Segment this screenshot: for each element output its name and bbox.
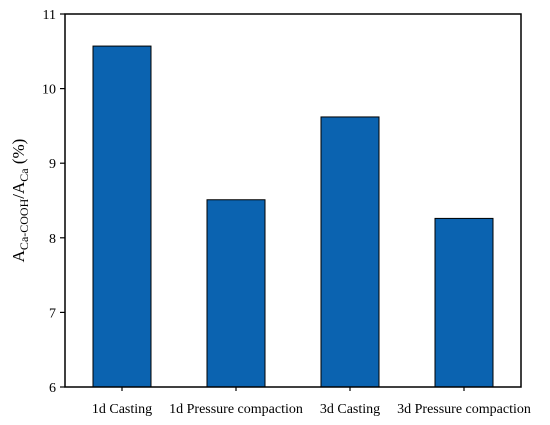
y-axis-title: ACa-COOH/ACa (%) — [9, 139, 31, 263]
y-tick-label: 9 — [49, 157, 56, 172]
y-axis-ticks: 6 7 8 9 10 11 — [42, 8, 65, 396]
y-tick-label: 7 — [49, 306, 56, 321]
y-axis-title-sub1: Ca-COOH — [17, 198, 31, 250]
x-tick-label: 3d Casting — [320, 402, 380, 417]
y-tick-label: 11 — [43, 8, 56, 23]
bar — [92, 45, 152, 388]
plot-frame — [64, 13, 522, 388]
x-axis-labels: 1d Casting 1d Pressure compaction 3d Casti… — [92, 387, 531, 417]
y-axis-title-sub2: Ca — [17, 168, 31, 182]
bar — [206, 199, 266, 388]
bars-group — [92, 45, 494, 388]
x-tick-label: 3d Pressure compaction — [397, 402, 531, 417]
y-tick-label: 6 — [49, 381, 56, 396]
y-axis-title-slash: / — [9, 194, 28, 199]
y-tick-label: 8 — [49, 232, 56, 247]
bar — [320, 116, 380, 388]
x-tick-label: 1d Casting — [92, 402, 152, 417]
x-tick-label: 1d Pressure compaction — [169, 402, 303, 417]
y-axis-title-a2: A — [9, 181, 28, 194]
y-axis-title-unit: (%) — [9, 139, 28, 169]
y-tick-label: 10 — [42, 83, 56, 98]
bar — [434, 217, 494, 388]
y-axis-title-a1: A — [9, 249, 28, 262]
